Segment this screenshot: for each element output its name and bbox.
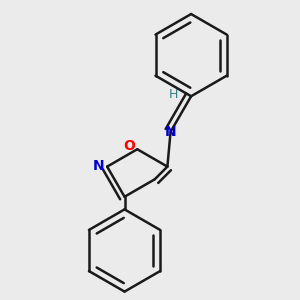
- Text: N: N: [165, 125, 176, 139]
- Text: O: O: [123, 139, 135, 153]
- Text: N: N: [92, 159, 104, 173]
- Text: H: H: [169, 88, 178, 101]
